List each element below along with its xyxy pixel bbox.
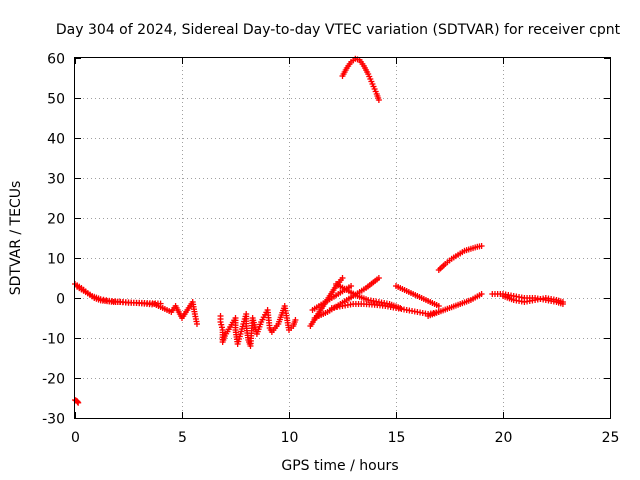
data-point: [435, 303, 442, 309]
data-point: [375, 275, 382, 281]
y-tick-label: 40: [47, 132, 65, 148]
y-tick-label: 0: [56, 292, 65, 308]
y-tick-label: -30: [42, 412, 65, 428]
y-tick-label: 50: [47, 92, 65, 108]
data-point: [348, 283, 355, 289]
data-point: [478, 291, 485, 297]
plot-frame: [74, 57, 611, 419]
data-point: [375, 97, 382, 103]
grid-lines: [75, 58, 610, 418]
chart-title: Day 304 of 2024, Sidereal Day-to-day VTE…: [56, 22, 621, 38]
y-tick-label: 10: [47, 252, 65, 268]
data-points: [72, 55, 566, 406]
data-point: [292, 317, 299, 323]
y-tick-label: 30: [47, 172, 65, 188]
x-tick-label: 20: [495, 430, 513, 446]
data-point: [218, 321, 225, 328]
data-point: [339, 275, 346, 281]
data-point: [397, 305, 404, 311]
x-axis-label: GPS time / hours: [281, 458, 398, 474]
data-point: [218, 324, 225, 331]
data-point: [193, 321, 200, 327]
x-tick-label: 0: [71, 430, 80, 446]
data-point: [559, 299, 566, 305]
x-axis-ticks: 0 5 10 15 20 25: [71, 58, 619, 446]
x-tick-label: 10: [281, 430, 299, 446]
y-tick-label: 60: [47, 52, 65, 68]
y-tick-label: -20: [42, 372, 65, 388]
data-point: [478, 243, 485, 249]
data-point: [217, 319, 224, 325]
x-tick-label: 15: [388, 430, 406, 446]
y-axis-label: SDTVAR / TECUs: [8, 181, 24, 296]
y-axis-ticks: -30 -20 -10 0 10 20 30 40 50 60: [42, 52, 610, 428]
x-tick-label: 5: [178, 430, 187, 446]
y-tick-label: -10: [42, 332, 65, 348]
y-tick-label: 20: [47, 212, 65, 228]
data-point: [75, 399, 82, 406]
x-tick-label: 25: [602, 430, 620, 446]
